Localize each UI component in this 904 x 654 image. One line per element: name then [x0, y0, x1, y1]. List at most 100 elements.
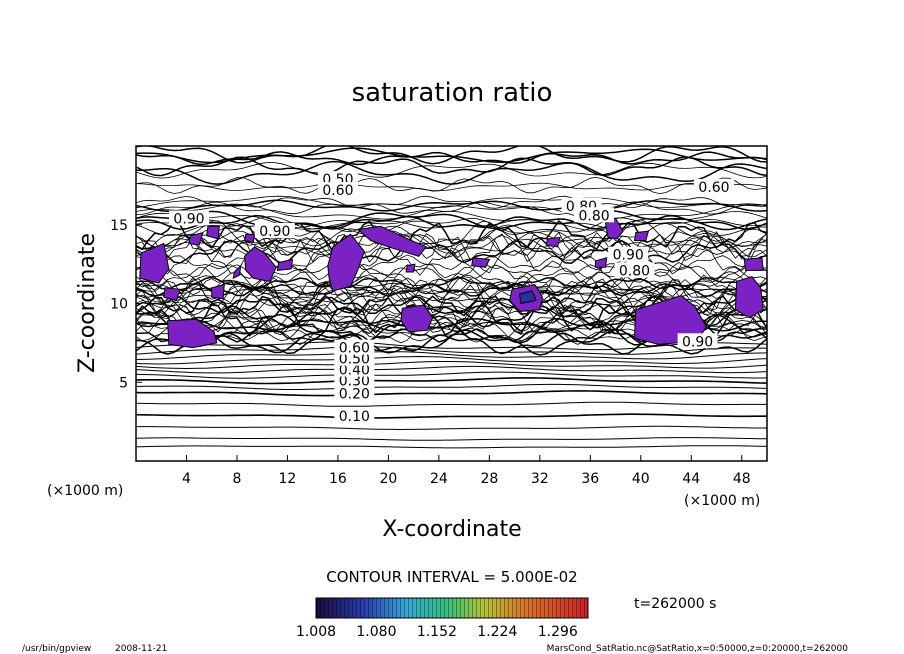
contour-label: 0.80	[579, 208, 610, 224]
contour-line	[136, 260, 767, 281]
contour-line	[136, 355, 767, 365]
footer-source: MarsCond_SatRatio.nc@SatRatio,x=0:50000,…	[547, 644, 849, 654]
supersaturated-region	[276, 258, 294, 271]
supersaturated-region	[743, 257, 764, 271]
supersaturated-region	[163, 287, 181, 301]
contour-line	[136, 346, 767, 355]
contour-line	[136, 199, 767, 213]
supersaturated-region	[405, 263, 416, 273]
contour-line	[136, 280, 767, 295]
contour-line	[136, 284, 767, 319]
x-unit-right: (×1000 m)	[684, 493, 760, 509]
contour-line	[136, 361, 767, 370]
contour-line	[136, 285, 767, 318]
contour-label-bg	[608, 246, 649, 262]
x-tick-label: 44	[682, 471, 700, 487]
contour-label: 0.20	[339, 386, 370, 402]
contour-label-bg	[677, 333, 718, 349]
contour-line	[136, 288, 767, 303]
contour-line	[136, 201, 767, 215]
contour-line	[136, 182, 767, 192]
contour-label-bg	[334, 408, 375, 424]
contour-line	[136, 425, 767, 431]
contour-line	[136, 341, 767, 351]
x-tick-label: 24	[430, 471, 448, 487]
supersaturated-region	[327, 233, 365, 292]
contour-label-bg	[254, 223, 295, 239]
contour-line	[136, 279, 767, 311]
y-tick-label: 5	[119, 375, 128, 391]
supersaturated-region	[243, 233, 256, 243]
contour-label: 0.80	[619, 263, 650, 279]
supersaturated-region	[206, 225, 220, 240]
supersaturated-regions	[139, 217, 764, 349]
chart-title: saturation ratio	[352, 78, 553, 108]
contour-line	[136, 210, 767, 231]
contour-line	[136, 235, 767, 259]
colorbar-stripes	[316, 598, 588, 618]
contour-label: 0.40	[339, 363, 370, 379]
x-axis-title: X-coordinate	[382, 517, 521, 542]
contour-label-bg	[334, 385, 375, 401]
contour-line	[136, 274, 767, 298]
y-axis-ticks: 5 10 15	[110, 218, 142, 391]
contour-label: 0.90	[259, 224, 290, 240]
contour-line	[136, 351, 767, 360]
contour-line	[136, 371, 767, 379]
contour-line	[136, 160, 767, 185]
supersaturated-region	[243, 246, 277, 282]
supersaturated-region	[356, 225, 428, 257]
contour-line	[136, 282, 767, 298]
contour-line	[136, 162, 767, 179]
y-axis-title: Z-coordinate	[75, 233, 100, 373]
colorbar-tick-label: 1.296	[538, 624, 578, 640]
supersaturated-region	[633, 295, 707, 345]
contour-line	[136, 151, 767, 166]
contour-label-bg	[614, 262, 655, 278]
contour-label: 0.90	[173, 211, 204, 227]
x-tick-label: 16	[329, 471, 347, 487]
footer-date: 2008-11-21	[115, 644, 167, 654]
contour-label: 0.60	[322, 183, 353, 199]
contour-line	[136, 266, 767, 291]
supersaturated-region	[633, 230, 650, 241]
contour-line	[136, 218, 767, 230]
contour-label: 0.50	[339, 352, 370, 368]
x-tick-label: 20	[379, 471, 397, 487]
supersaturated-region	[471, 257, 491, 268]
x-tick-label: 12	[279, 471, 297, 487]
colorbar-tick-labels: 1.008 1.080 1.152 1.224 1.296	[296, 624, 578, 640]
contour-line	[136, 146, 767, 165]
y-tick-label: 15	[110, 218, 128, 234]
contour-line	[136, 377, 767, 385]
contour-label-bg	[317, 182, 358, 198]
x-tick-label: 36	[581, 471, 599, 487]
contour-line	[136, 195, 767, 209]
supersaturated-region	[519, 290, 537, 305]
colorbar-tick-label: 1.008	[296, 624, 336, 640]
colorbar-tick-label: 1.080	[356, 624, 396, 640]
contour-label-bg	[169, 210, 210, 226]
x-tick-label: 48	[733, 471, 751, 487]
contour-line	[136, 390, 767, 397]
colorbar-tick-label: 1.152	[417, 624, 457, 640]
supersaturated-region	[232, 264, 242, 280]
colorbar-tick-label: 1.224	[477, 624, 517, 640]
supersaturated-region	[545, 236, 561, 248]
footer-program: /usr/bin/gpview	[22, 644, 91, 654]
contour-label-bg	[334, 339, 375, 355]
contour-line	[136, 383, 767, 390]
contour-line	[136, 210, 767, 231]
contour-label-bg	[693, 178, 734, 194]
contour-line	[136, 254, 767, 271]
contour-label: 0.10	[339, 409, 370, 425]
contour-label-bg	[574, 207, 615, 223]
contour-label: 0.60	[698, 180, 729, 196]
contour-lines	[136, 146, 767, 449]
y-tick-label: 10	[110, 297, 128, 313]
supersaturated-region	[167, 318, 218, 349]
x-tick-label: 28	[480, 471, 498, 487]
contour-line	[136, 413, 767, 419]
contour-line	[136, 228, 767, 250]
